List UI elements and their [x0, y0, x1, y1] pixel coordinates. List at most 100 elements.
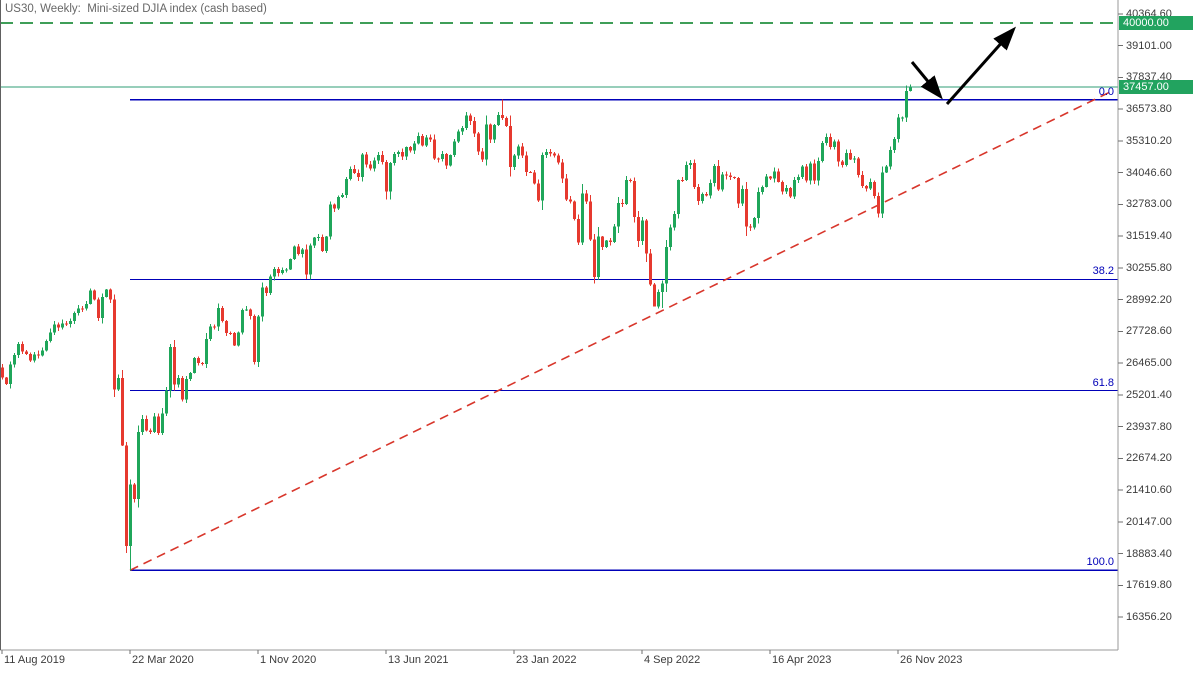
price-axis-label: 39101.00	[1126, 39, 1172, 52]
price-axis-label: 18883.40	[1126, 547, 1172, 560]
candle-body	[653, 284, 656, 307]
candle-body	[641, 220, 644, 242]
candle-body	[541, 154, 544, 201]
candle-body	[73, 313, 76, 322]
candle-body	[485, 124, 488, 160]
candle-body	[329, 204, 332, 237]
candle-body	[589, 201, 592, 240]
candle-body	[717, 166, 720, 190]
date-axis-label: 4 Sep 2022	[644, 654, 701, 666]
candle-body	[273, 268, 276, 277]
candle-body	[249, 309, 252, 317]
candle-body	[861, 174, 864, 187]
candle-body	[161, 413, 164, 433]
candle-body	[237, 332, 240, 346]
candle-body	[373, 160, 376, 169]
candle-body	[513, 155, 516, 168]
candle-body	[709, 183, 712, 196]
candle-body	[817, 161, 820, 181]
candle-body	[493, 124, 496, 140]
candle-body	[65, 323, 68, 325]
candle-body	[473, 121, 476, 134]
candle-body	[713, 166, 716, 184]
candle-body	[753, 218, 756, 228]
candle-body	[121, 378, 124, 446]
candle-body	[453, 141, 456, 156]
candle-body	[193, 357, 196, 373]
candle-body	[125, 445, 128, 547]
candle-body	[669, 227, 672, 248]
candle-body	[609, 240, 612, 242]
candle-body	[417, 135, 420, 144]
candle-body	[157, 416, 160, 433]
candle-body	[625, 179, 628, 204]
candle-body	[585, 193, 588, 202]
candle-body	[97, 299, 100, 319]
candle-body	[761, 186, 764, 193]
fib-level-label: 0.0	[1098, 85, 1114, 98]
candle-body	[21, 344, 24, 352]
candle-body	[397, 152, 400, 155]
candle-body	[829, 137, 832, 148]
candle-body	[205, 338, 208, 365]
candle-body	[521, 146, 524, 156]
candle-body	[741, 189, 744, 204]
candle-body	[53, 324, 56, 333]
candle-body	[529, 171, 532, 173]
candle-body	[597, 236, 600, 278]
price-tag-40000: 40000.00	[1119, 16, 1193, 31]
candle-body	[449, 155, 452, 166]
candle-body	[433, 139, 436, 159]
candle-body	[581, 193, 584, 243]
candle-body	[377, 154, 380, 161]
candle-body	[217, 308, 220, 327]
candle-body	[145, 418, 148, 431]
candle-body	[909, 87, 912, 91]
breakout-arrow	[945, 26, 1016, 105]
candle-body	[801, 166, 804, 177]
candle-body	[737, 178, 740, 204]
candle-body	[245, 309, 248, 311]
candle-body	[657, 291, 660, 307]
candle-body	[325, 236, 328, 251]
candle-body	[173, 346, 176, 385]
candle-body	[261, 287, 264, 317]
fib-level-label: 100.0	[1086, 556, 1114, 569]
price-axis-label: 31519.40	[1126, 230, 1172, 243]
candle-body	[297, 246, 300, 254]
price-axis-label: 34046.60	[1126, 166, 1172, 179]
candle-body	[369, 164, 372, 169]
candle-body	[37, 354, 40, 356]
candle-body	[781, 182, 784, 192]
candle-body	[385, 161, 388, 192]
candle-body	[793, 179, 796, 197]
candle-body	[241, 309, 244, 333]
price-axis-label: 26465.00	[1126, 357, 1172, 370]
candle-body	[113, 299, 116, 390]
candle-body	[213, 326, 216, 328]
candle-body	[381, 154, 384, 162]
candle-body	[809, 163, 812, 181]
candle-body	[301, 249, 304, 254]
date-axis-label: 23 Jan 2022	[516, 654, 577, 666]
candle-body	[869, 182, 872, 189]
candle-body	[721, 174, 724, 190]
candle-body	[401, 152, 404, 157]
candle-body	[865, 186, 868, 189]
candle-body	[85, 303, 88, 309]
candle-body	[293, 246, 296, 260]
candle-body	[393, 154, 396, 163]
candle-body	[725, 174, 728, 176]
candle-body	[189, 372, 192, 380]
price-axis-label: 36573.80	[1126, 103, 1172, 116]
date-axis-label: 13 Jun 2021	[388, 654, 449, 666]
candle-body	[673, 213, 676, 228]
candle-body	[517, 146, 520, 156]
price-axis-label: 35310.20	[1126, 134, 1172, 147]
price-axis-label: 30255.80	[1126, 261, 1172, 274]
candle-body	[337, 197, 340, 209]
fibonacci-retracement-lines	[130, 99, 1118, 571]
candle-body	[901, 117, 904, 119]
candle-body	[149, 430, 152, 432]
